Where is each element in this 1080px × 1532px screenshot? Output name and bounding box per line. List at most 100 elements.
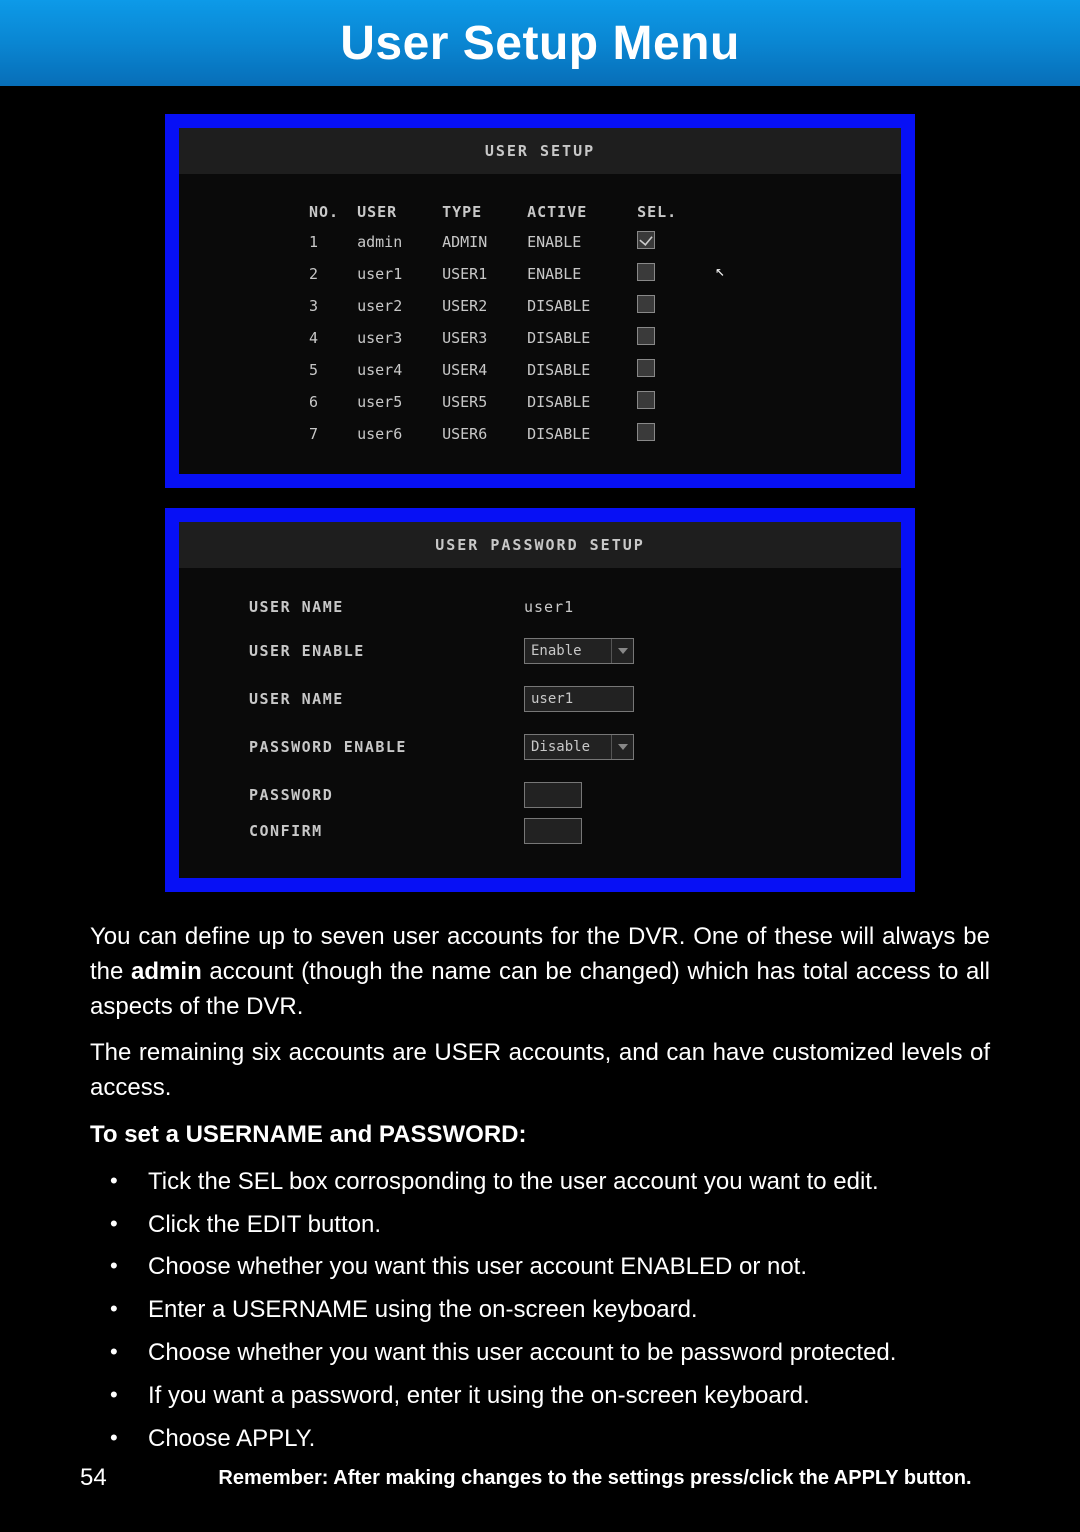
list-item: Choose APPLY. — [104, 1422, 990, 1457]
sel-checkbox[interactable] — [637, 327, 655, 345]
sel-checkbox[interactable] — [637, 423, 655, 441]
user-password-setup-frame: USER PASSWORD SETUP USER NAME user1 USER… — [165, 508, 915, 892]
cell-user: user5 — [357, 386, 442, 418]
cell-sel — [637, 226, 695, 258]
col-header-user: USER — [357, 198, 442, 226]
col-header-active: ACTIVE — [527, 198, 637, 226]
cell-type: USER1 — [442, 258, 527, 290]
pw-label-password: PASSWORD — [249, 786, 524, 804]
cell-active: ENABLE — [527, 226, 637, 258]
table-row: 6user5USER5DISABLE — [309, 386, 695, 418]
user-setup-panel-title: USER SETUP — [179, 128, 901, 174]
sel-checkbox[interactable] — [637, 263, 655, 281]
page-number: 54 — [80, 1464, 170, 1492]
list-item: Enter a USERNAME using the on-screen key… — [104, 1293, 990, 1328]
table-row: 5user4USER4DISABLE — [309, 354, 695, 386]
password-input[interactable] — [524, 782, 582, 808]
cell-type: USER5 — [442, 386, 527, 418]
cell-no: 4 — [309, 322, 357, 354]
user-name-input-value: user1 — [531, 691, 573, 707]
cell-active: DISABLE — [527, 290, 637, 322]
pw-row-password: PASSWORD — [249, 782, 901, 808]
cell-sel — [637, 386, 695, 418]
col-header-sel: SEL. — [637, 198, 695, 226]
user-setup-table: NO. USER TYPE ACTIVE SEL. 1adminADMINENA… — [179, 174, 901, 474]
pw-label-password-enable: PASSWORD ENABLE — [249, 738, 524, 756]
user-name-input[interactable]: user1 — [524, 686, 634, 712]
cell-user: admin — [357, 226, 442, 258]
user-table-header-row: NO. USER TYPE ACTIVE SEL. — [309, 198, 695, 226]
cell-user: user6 — [357, 418, 442, 450]
cell-user: user2 — [357, 290, 442, 322]
doc-p1-b: account (though the name can be changed)… — [90, 958, 990, 1020]
user-password-setup-panel: USER PASSWORD SETUP USER NAME user1 USER… — [179, 522, 901, 878]
list-item: Tick the SEL box corrosponding to the us… — [104, 1165, 990, 1200]
page-header-bar: User Setup Menu — [0, 0, 1080, 86]
cell-active: DISABLE — [527, 354, 637, 386]
cell-no: 5 — [309, 354, 357, 386]
table-row: 7user6USER6DISABLE — [309, 418, 695, 450]
cell-no: 6 — [309, 386, 357, 418]
cursor-arrow-icon: ↖ — [715, 261, 725, 280]
pw-label-user-name-2: USER NAME — [249, 690, 524, 708]
sel-checkbox[interactable] — [637, 295, 655, 313]
cell-user: user4 — [357, 354, 442, 386]
confirm-input[interactable] — [524, 818, 582, 844]
doc-body: You can define up to seven user accounts… — [0, 892, 1080, 1456]
cell-no: 2 — [309, 258, 357, 290]
table-row: 2user1USER1ENABLE↖ — [309, 258, 695, 290]
cell-type: USER2 — [442, 290, 527, 322]
chevron-down-icon — [611, 639, 633, 663]
cell-active: DISABLE — [527, 322, 637, 354]
cell-no: 1 — [309, 226, 357, 258]
col-header-no: NO. — [309, 198, 357, 226]
cell-active: DISABLE — [527, 418, 637, 450]
cell-user: user3 — [357, 322, 442, 354]
doc-p1-bold: admin — [131, 958, 202, 985]
doc-bullet-list: Tick the SEL box corrosponding to the us… — [90, 1165, 990, 1457]
doc-paragraph-1: You can define up to seven user accounts… — [90, 920, 990, 1024]
cell-type: USER3 — [442, 322, 527, 354]
doc-paragraph-2: The remaining six accounts are USER acco… — [90, 1036, 990, 1106]
cell-type: USER4 — [442, 354, 527, 386]
pw-row-user-name-2: USER NAME user1 — [249, 686, 901, 712]
page-footer: 54 Remember: After making changes to the… — [0, 1464, 1080, 1492]
user-enable-select-value: Enable — [525, 643, 588, 659]
col-header-type: TYPE — [442, 198, 527, 226]
pw-value-user-name-1: user1 — [524, 598, 574, 616]
table-row: 1adminADMINENABLE — [309, 226, 695, 258]
table-row: 4user3USER3DISABLE — [309, 322, 695, 354]
list-item: Click the EDIT button. — [104, 1208, 990, 1243]
pw-row-confirm: CONFIRM — [249, 818, 901, 844]
pw-label-confirm: CONFIRM — [249, 822, 524, 840]
pw-row-user-name-1: USER NAME user1 — [249, 598, 901, 616]
cell-no: 3 — [309, 290, 357, 322]
sel-checkbox[interactable] — [637, 391, 655, 409]
chevron-down-icon — [611, 735, 633, 759]
user-setup-frame: USER SETUP NO. USER TYPE ACTIVE SEL. 1ad… — [165, 114, 915, 488]
cell-sel: ↖ — [637, 258, 695, 290]
cell-no: 7 — [309, 418, 357, 450]
sel-checkbox[interactable] — [637, 359, 655, 377]
cell-user: user1 — [357, 258, 442, 290]
password-enable-select[interactable]: Disable — [524, 734, 634, 760]
pw-label-user-enable: USER ENABLE — [249, 642, 524, 660]
cell-active: ENABLE — [527, 258, 637, 290]
list-item: If you want a password, enter it using t… — [104, 1379, 990, 1414]
cell-sel — [637, 322, 695, 354]
pw-label-user-name-1: USER NAME — [249, 598, 524, 616]
sel-checkbox[interactable] — [637, 231, 655, 249]
list-item: Choose whether you want this user accoun… — [104, 1250, 990, 1285]
user-enable-select[interactable]: Enable — [524, 638, 634, 664]
pw-row-user-enable: USER ENABLE Enable — [249, 638, 901, 664]
cell-sel — [637, 418, 695, 450]
table-row: 3user2USER2DISABLE — [309, 290, 695, 322]
user-setup-panel: USER SETUP NO. USER TYPE ACTIVE SEL. 1ad… — [179, 128, 901, 474]
cell-type: ADMIN — [442, 226, 527, 258]
pw-row-password-enable: PASSWORD ENABLE Disable — [249, 734, 901, 760]
doc-subheading: To set a USERNAME and PASSWORD: — [90, 1118, 990, 1153]
cell-active: DISABLE — [527, 386, 637, 418]
password-enable-select-value: Disable — [525, 739, 596, 755]
cell-sel — [637, 290, 695, 322]
footer-note: Remember: After making changes to the se… — [170, 1467, 1020, 1490]
